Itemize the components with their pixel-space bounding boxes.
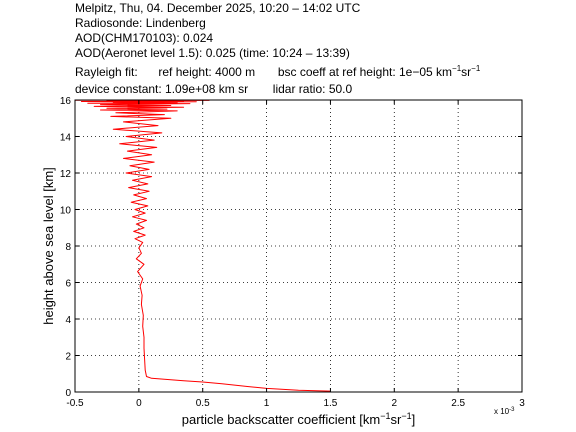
header-rayleigh-fit: Rayleigh fit: ref height: 4000 m bsc coe… [75, 64, 481, 79]
x-axis-label: particle backscatter coefficient [km−1sr… [182, 411, 415, 427]
backscatter-profile-line [74, 99, 331, 392]
header-aod-aeronet: AOD(Aeronet level 1.5): 0.025 (time: 10:… [75, 46, 350, 60]
profile-series [74, 99, 331, 392]
header-title: Melpitz, Thu, 04. December 2025, 10:20 –… [75, 1, 361, 15]
y-tick-label: 12 [60, 169, 72, 180]
y-tick-label: 14 [60, 133, 72, 144]
y-tick-label: 16 [60, 96, 72, 107]
x-tick-label: 0 [136, 398, 142, 409]
x-tick-label: 2 [392, 398, 398, 409]
y-tick-label: 0 [65, 388, 71, 399]
y-tick-label: 8 [65, 242, 71, 253]
lidar-ratio: lidar ratio: 50.0 [272, 82, 353, 96]
y-tick-label: 10 [60, 206, 72, 217]
x-tick-label: 1.5 [323, 398, 337, 409]
x-tick-label: 1 [264, 398, 270, 409]
header-radiosonde: Radiosonde: Lindenberg [75, 16, 206, 30]
y-tick-label: 6 [65, 279, 71, 290]
x-tick-label: -0.5 [66, 398, 84, 409]
y-axis-label: height above sea level [km] [41, 167, 56, 325]
ref-height: ref height: 4000 m [158, 65, 256, 79]
header-aod-chm: AOD(CHM170103): 0.024 [75, 31, 214, 45]
grid [75, 100, 522, 392]
rayleigh-fit-label: Rayleigh fit: [75, 65, 138, 79]
x-tick-label: 2.5 [451, 398, 465, 409]
x-tick-label: 3 [519, 398, 525, 409]
device-constant: device constant: 1.09e+08 km sr [75, 82, 249, 96]
axes-frame [74, 99, 523, 393]
x-axis-multiplier: x 10-3 [494, 407, 515, 416]
y-tick-label: 2 [65, 352, 71, 363]
bsc-coeff: bsc coeff at ref height: 1e−05 km−1sr−1 [277, 64, 481, 79]
header-device: device constant: 1.09e+08 km sr lidar ra… [75, 83, 352, 96]
y-tick-label: 4 [65, 315, 71, 326]
x-tick-label: 0.5 [196, 398, 210, 409]
